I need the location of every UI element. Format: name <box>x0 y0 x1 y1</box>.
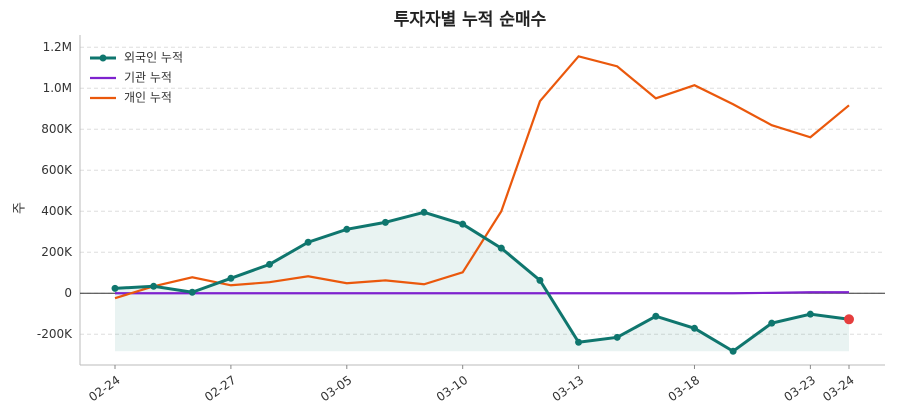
x-tick-label: 03-18 <box>666 373 703 404</box>
x-tick-label: 03-10 <box>434 373 471 404</box>
line <box>114 55 850 300</box>
point <box>266 260 274 268</box>
point <box>150 282 158 290</box>
line <box>115 291 849 295</box>
point <box>497 244 505 252</box>
point <box>768 319 776 327</box>
point <box>381 218 389 226</box>
point <box>111 284 119 292</box>
x-tick-label: 03-13 <box>550 373 587 404</box>
point <box>575 338 583 346</box>
point <box>227 274 235 282</box>
point <box>729 347 737 355</box>
point <box>459 220 467 228</box>
y-tick-label: 800K <box>41 122 73 136</box>
y-axis-label: 주 <box>13 202 28 214</box>
point <box>652 312 660 320</box>
point <box>690 324 698 332</box>
line <box>114 210 850 354</box>
point <box>304 238 312 246</box>
point <box>343 225 351 233</box>
chart-title: 투자자별 누적 순매수 <box>394 10 547 30</box>
legend-label: 외국인 누적 <box>124 51 183 65</box>
legend-label: 개인 누적 <box>124 91 172 105</box>
y-tick-label: 0 <box>64 286 72 300</box>
point <box>613 333 621 341</box>
point <box>806 310 814 318</box>
y-tick-label: 400K <box>41 204 73 218</box>
y-tick-label: -200K <box>37 327 73 341</box>
x-tick-label: 02-24 <box>86 373 123 404</box>
y-tick-label: 1.0M <box>43 81 72 95</box>
legend-label: 기관 누적 <box>124 71 172 85</box>
point <box>536 276 544 284</box>
x-tick-label: 03-23 <box>781 373 818 404</box>
y-tick-label: 1.2M <box>43 40 72 54</box>
point <box>420 208 428 216</box>
x-tick-label: 02-27 <box>202 373 239 404</box>
point <box>188 288 196 296</box>
y-tick-label: 600K <box>41 163 73 177</box>
point <box>844 314 854 325</box>
legend-marker <box>99 54 107 62</box>
x-tick-label: 03-24 <box>820 373 857 404</box>
area <box>115 212 849 352</box>
y-tick-label: 200K <box>41 245 73 259</box>
x-tick-label: 03-05 <box>318 373 355 404</box>
